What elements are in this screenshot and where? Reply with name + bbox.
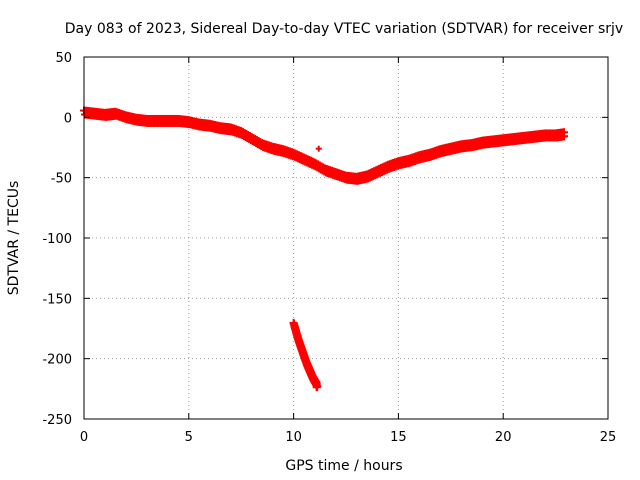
y-tick-label: 50 <box>55 51 72 66</box>
x-tick-label: 10 <box>285 430 302 445</box>
data-point <box>559 132 568 141</box>
y-tick-label: -150 <box>42 292 72 307</box>
y-axis-label: SDTVAR / TECUs <box>6 181 22 296</box>
x-tick-label: 5 <box>185 430 193 445</box>
chart-title: Day 083 of 2023, Sidereal Day-to-day VTE… <box>65 21 623 37</box>
x-tick-label: 15 <box>390 430 407 445</box>
x-axis-label: GPS time / hours <box>285 458 402 474</box>
grid <box>84 57 608 419</box>
y-tick-label: -50 <box>51 172 72 187</box>
data-point <box>312 383 321 392</box>
y-tick-label: -100 <box>42 232 72 247</box>
x-tick-label: 25 <box>600 430 617 445</box>
plot-frame <box>83 56 609 420</box>
data-point <box>315 145 322 152</box>
data-points <box>80 106 568 392</box>
x-tick-label: 0 <box>80 430 88 445</box>
axis-ticks <box>83 56 609 420</box>
tick-labels: 0 5 10 15 20 25 -250 -200 -150 -100 -50 0 50 <box>42 51 616 445</box>
y-tick-label: 0 <box>64 111 72 126</box>
y-tick-label: -250 <box>42 413 72 428</box>
x-tick-label: 20 <box>495 430 512 445</box>
y-tick-label: -200 <box>42 353 72 368</box>
